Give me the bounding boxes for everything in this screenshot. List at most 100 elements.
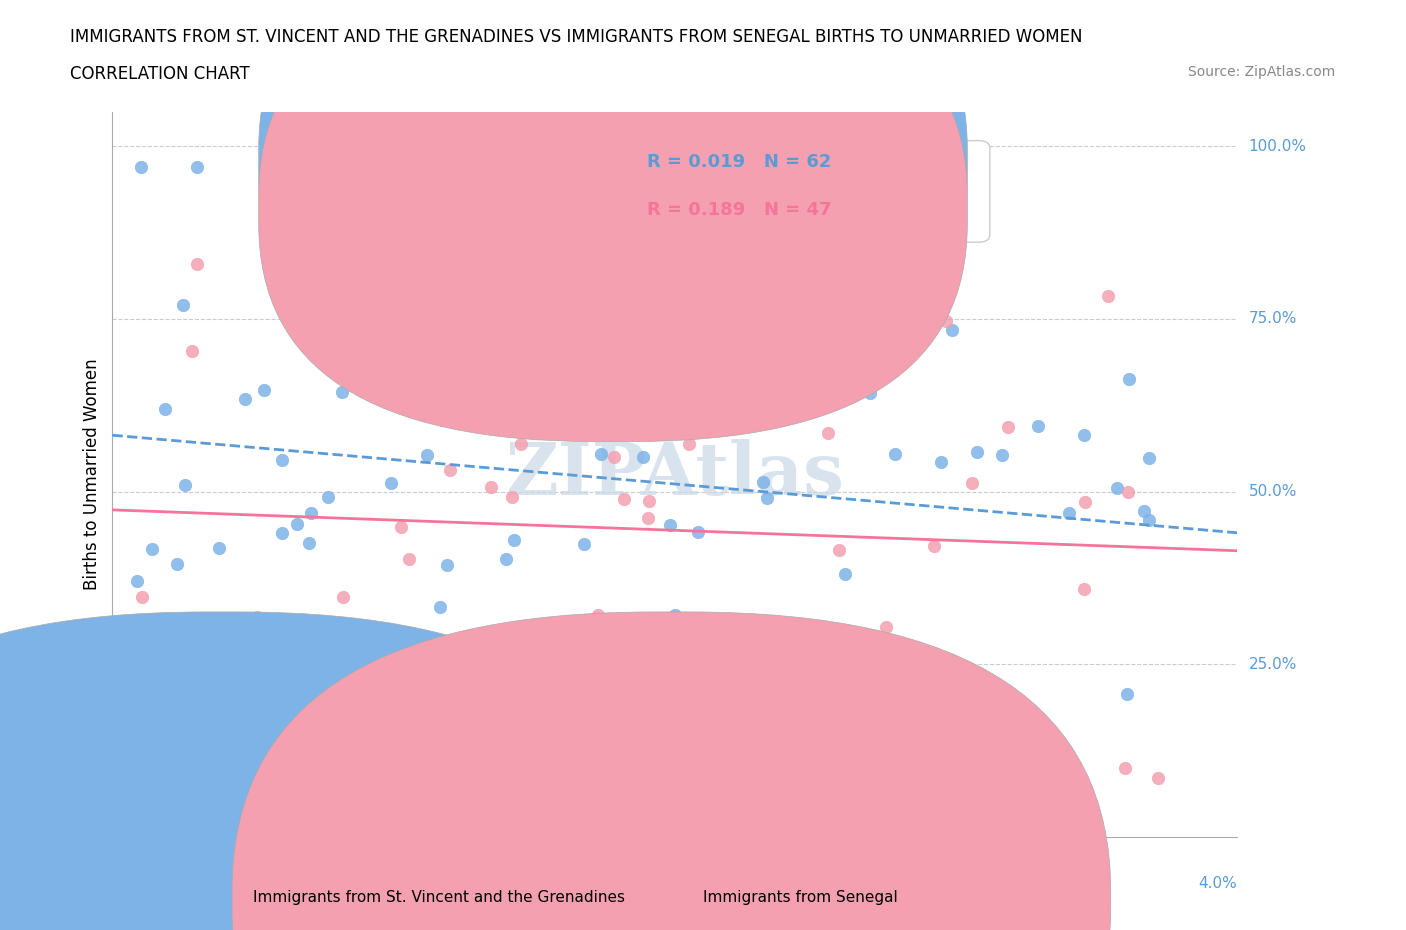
Point [1137, 512, 1160, 527]
Point [415, 345, 437, 360]
Text: 75.0%: 75.0% [1249, 312, 1296, 326]
Point [429, 600, 451, 615]
Point [741, 630, 763, 644]
Point [662, 669, 685, 684]
Text: R = 0.189   N = 47: R = 0.189 N = 47 [647, 201, 831, 219]
FancyBboxPatch shape [259, 0, 967, 394]
Point [1073, 582, 1095, 597]
Point [326, 159, 349, 174]
Point [208, 540, 231, 555]
Point [285, 517, 308, 532]
Point [186, 614, 208, 629]
Point [756, 491, 779, 506]
Point [586, 608, 609, 623]
Point [686, 525, 709, 539]
Point [1073, 494, 1095, 509]
Point [350, 692, 373, 707]
FancyBboxPatch shape [232, 612, 1111, 930]
Point [411, 396, 433, 411]
Point [945, 761, 967, 776]
Point [945, 761, 967, 776]
Point [1133, 503, 1156, 518]
Point [246, 610, 269, 625]
Point [415, 447, 437, 462]
FancyBboxPatch shape [0, 612, 661, 930]
Point [924, 538, 946, 553]
Point [299, 505, 322, 520]
Point [481, 479, 503, 494]
Text: Immigrants from St. Vincent and the Grenadines: Immigrants from St. Vincent and the Gren… [253, 890, 626, 905]
Point [270, 453, 292, 468]
Point [380, 475, 402, 490]
Point [658, 518, 681, 533]
Point [744, 640, 766, 655]
Point [174, 749, 197, 764]
Point [173, 477, 195, 492]
Point [129, 159, 152, 174]
Point [591, 446, 613, 461]
Text: 50.0%: 50.0% [1249, 485, 1296, 499]
Point [1097, 288, 1119, 303]
Point [429, 332, 451, 347]
Point [603, 449, 626, 464]
Point [745, 377, 768, 392]
Point [904, 747, 927, 762]
Text: IMMIGRANTS FROM ST. VINCENT AND THE GRENADINES VS IMMIGRANTS FROM SENEGAL BIRTHS: IMMIGRANTS FROM ST. VINCENT AND THE GREN… [70, 28, 1083, 46]
Point [298, 536, 321, 551]
Point [834, 566, 856, 581]
Y-axis label: Births to Unmarried Women: Births to Unmarried Women [83, 358, 101, 591]
Point [316, 489, 339, 504]
Text: Source: ZipAtlas.com: Source: ZipAtlas.com [1188, 65, 1336, 79]
Point [389, 520, 412, 535]
Point [1105, 481, 1128, 496]
Point [1146, 770, 1168, 785]
Point [828, 543, 851, 558]
Point [631, 450, 654, 465]
Point [586, 611, 609, 626]
Point [652, 322, 675, 337]
Point [714, 347, 737, 362]
Point [678, 436, 700, 451]
Text: 25.0%: 25.0% [1249, 657, 1296, 671]
Point [997, 419, 1019, 434]
Point [398, 551, 420, 566]
Point [931, 455, 953, 470]
Point [1115, 687, 1137, 702]
Point [467, 394, 489, 409]
Point [354, 312, 377, 326]
Point [574, 537, 596, 551]
Point [571, 304, 593, 319]
Point [1114, 761, 1136, 776]
Point [494, 410, 516, 425]
FancyBboxPatch shape [259, 0, 967, 442]
Point [884, 446, 907, 461]
Text: 100.0%: 100.0% [1249, 139, 1306, 153]
Text: Immigrants from Senegal: Immigrants from Senegal [703, 890, 898, 905]
Point [270, 526, 292, 541]
Text: R = 0.019   N = 62: R = 0.019 N = 62 [647, 153, 831, 171]
Point [235, 392, 257, 406]
Point [564, 400, 586, 415]
Point [436, 558, 458, 573]
Point [131, 590, 153, 604]
Point [330, 385, 353, 400]
Point [495, 551, 517, 566]
Text: ZIPAtlas: ZIPAtlas [505, 439, 845, 510]
Point [613, 491, 636, 506]
Point [1073, 428, 1095, 443]
Point [322, 856, 344, 870]
Text: 4.0%: 4.0% [1198, 876, 1237, 891]
Point [1028, 418, 1050, 433]
Point [607, 159, 630, 174]
Point [810, 382, 832, 397]
Point [181, 343, 204, 358]
Point [664, 607, 686, 622]
Point [966, 445, 988, 459]
Point [935, 313, 957, 328]
Point [991, 447, 1014, 462]
Point [627, 343, 650, 358]
Point [960, 476, 983, 491]
Point [638, 494, 661, 509]
Point [941, 323, 963, 338]
Point [1137, 450, 1160, 465]
